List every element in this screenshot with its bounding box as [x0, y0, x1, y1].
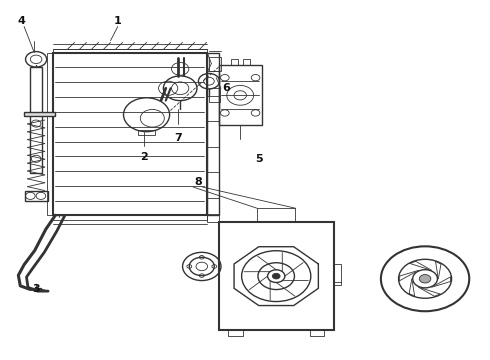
Bar: [228, 330, 243, 336]
Bar: [138, 130, 155, 135]
Bar: [25, 190, 48, 201]
Bar: [219, 66, 262, 125]
Text: 1: 1: [114, 15, 122, 26]
Bar: [30, 67, 42, 173]
Bar: [53, 49, 207, 53]
Bar: [334, 264, 341, 285]
Text: 2: 2: [140, 152, 148, 162]
Bar: [53, 215, 207, 220]
Bar: [207, 213, 219, 222]
Text: 4: 4: [18, 15, 25, 26]
Text: 8: 8: [194, 177, 202, 187]
Bar: [24, 112, 55, 117]
Bar: [47, 53, 53, 215]
Text: 7: 7: [174, 133, 182, 143]
Circle shape: [272, 273, 280, 279]
Text: 3: 3: [32, 284, 40, 294]
Bar: [209, 57, 221, 71]
Bar: [243, 59, 250, 66]
Bar: [53, 53, 207, 215]
Bar: [219, 222, 334, 330]
Text: 6: 6: [222, 83, 230, 93]
Bar: [209, 88, 220, 102]
Bar: [310, 330, 324, 336]
Bar: [207, 53, 219, 215]
Circle shape: [419, 275, 431, 283]
Bar: [231, 59, 238, 66]
Text: 5: 5: [256, 154, 263, 164]
